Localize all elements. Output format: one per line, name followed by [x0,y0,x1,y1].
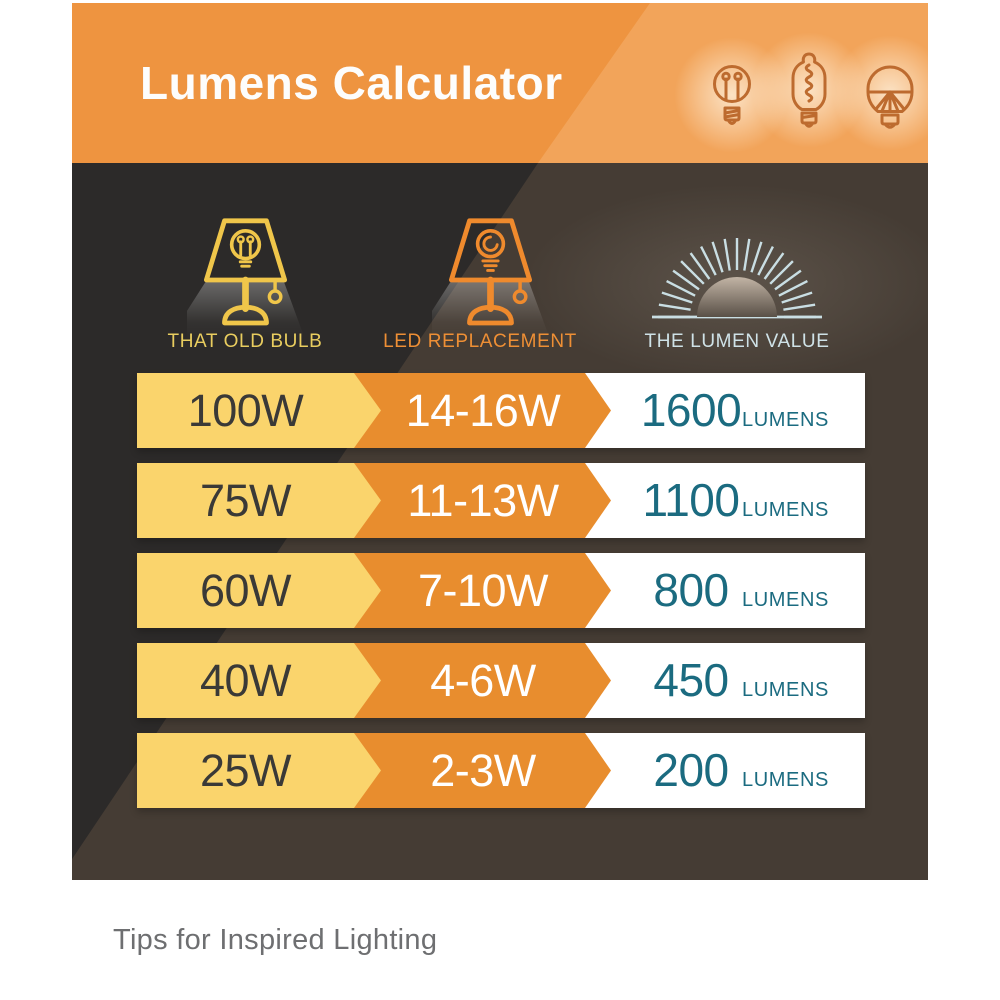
old-watts: 60W [199,565,292,616]
lumen-unit: LUMENS [742,679,829,701]
lumen-value: 450 [653,654,729,706]
lumen-unit: LUMENS [742,499,829,521]
led-watts: 2-3W [430,745,536,796]
old-bulb-segment [137,553,381,628]
old-watts: 75W [199,475,292,526]
led-bulb-icon [830,32,928,153]
conversion-row: 75W 11-13W 1100 LUMENS [137,463,865,538]
sunburst-icon [647,232,827,322]
old-watts: 25W [199,745,292,796]
old-watts: 40W [199,655,292,706]
lumen-value: 200 [653,744,729,796]
conversion-row: 100W 14-16W 1600 LUMENS [137,373,865,448]
conversion-row: 60W 7-10W 800 LUMENS [137,553,865,628]
lumen-unit: LUMENS [742,409,829,431]
footer-tagline: Tips for Inspired Lighting [113,924,438,956]
conversion-row: 25W 2-3W 200 LUMENS [137,733,865,808]
old-bulb-segment [137,643,381,718]
lumen-value: 800 [653,564,729,616]
page-title: Lumens Calculator [140,57,563,109]
old-watts: 100W [187,385,304,436]
old-bulb-segment [137,373,381,448]
header-band: Lumens Calculator [72,3,928,163]
lumen-value: 1100 [642,474,740,526]
edison-filament-bulb-icon [749,29,869,150]
lumen-unit: LUMENS [742,769,829,791]
old-bulb-segment [137,733,381,808]
conversion-row: 40W 4-6W 450 LUMENS [137,643,865,718]
infographic-panel: Lumens Calculator [72,0,928,880]
led-watts: 14-16W [405,385,561,436]
table-lamp-yellow-icon [193,207,298,332]
lumen-value: 1600 [640,384,742,436]
column-label-led-replacement: LED REPLACEMENT [383,331,577,352]
lumen-unit: LUMENS [742,589,829,611]
column-label-lumen-value: THE LUMEN VALUE [644,331,830,352]
table-lamp-orange-icon [438,207,543,332]
led-watts: 7-10W [417,565,549,616]
old-bulb-segment [137,463,381,538]
column-label-old-bulb: THAT OLD BULB [167,331,323,352]
led-watts: 11-13W [407,475,559,526]
led-watts: 4-6W [430,655,536,706]
